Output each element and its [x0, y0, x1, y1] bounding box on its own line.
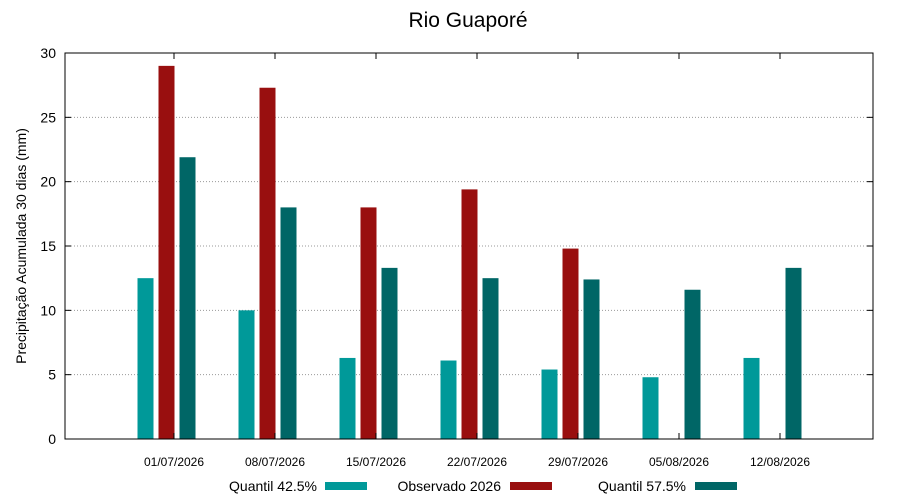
bar: [179, 157, 196, 439]
y-tick-label: 5: [48, 367, 56, 383]
legend: Quantil 42.5% Observado 2026 Quantil 57.5%: [229, 478, 737, 494]
bar: [381, 267, 398, 439]
x-tick-label: 12/08/2026: [750, 455, 810, 469]
bar: [785, 267, 802, 439]
x-tick-label: 08/07/2026: [245, 455, 305, 469]
bar: [440, 360, 457, 439]
bar: [461, 189, 478, 439]
y-tick-label: 30: [40, 45, 56, 61]
x-tick-label: 15/07/2026: [346, 455, 406, 469]
y-axis-ticks: 0 5 10 15 20 25 30: [40, 45, 873, 447]
bar: [642, 377, 659, 439]
x-tick-label: 22/07/2026: [447, 455, 507, 469]
bar: [137, 278, 154, 439]
legend-label: Quantil 42.5%: [229, 478, 317, 494]
legend-label: Quantil 57.5%: [598, 478, 686, 494]
legend-swatch: [695, 482, 737, 490]
bar: [541, 369, 558, 439]
bar: [259, 87, 276, 440]
x-tick-label: 01/07/2026: [144, 455, 204, 469]
chart-title: Rio Guaporé: [408, 9, 527, 32]
legend-swatch: [510, 482, 552, 490]
bar: [238, 310, 255, 439]
y-tick-label: 15: [40, 238, 56, 254]
bar: [158, 65, 175, 439]
y-tick-label: 0: [48, 431, 56, 447]
bar: [339, 357, 356, 439]
bar: [684, 289, 701, 439]
bar: [583, 279, 600, 439]
bar: [280, 207, 297, 439]
y-tick-label: 10: [40, 302, 56, 318]
bar: [743, 357, 760, 439]
bars: [137, 65, 802, 440]
bar: [482, 278, 499, 439]
bar: [562, 248, 579, 439]
legend-label: Observado 2026: [397, 478, 501, 494]
x-axis-ticks: 01/07/2026 08/07/2026 15/07/2026 22/07/2026…: [144, 53, 810, 469]
y-tick-label: 25: [40, 109, 56, 125]
y-tick-label: 20: [40, 174, 56, 190]
y-axis-label: Precipitação Acumulada 30 dias (mm): [13, 128, 29, 364]
bar: [360, 207, 377, 439]
x-tick-label: 05/08/2026: [649, 455, 709, 469]
x-tick-label: 29/07/2026: [548, 455, 608, 469]
legend-swatch: [325, 482, 367, 490]
